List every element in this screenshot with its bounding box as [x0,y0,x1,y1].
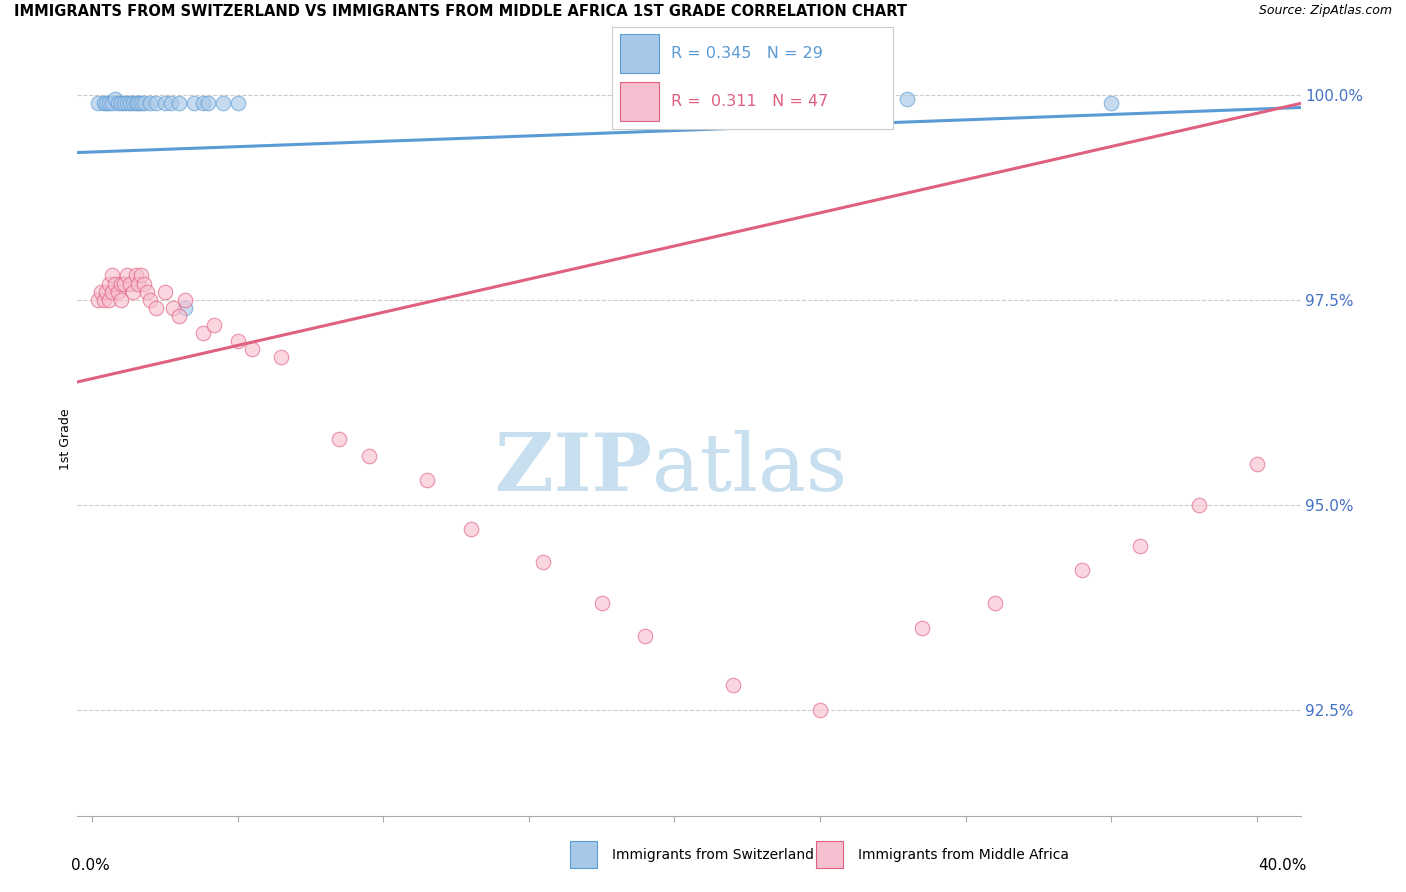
Point [128,277,150,291]
Text: Immigrants from Switzerland: Immigrants from Switzerland [612,847,814,862]
Point [1246,457,1268,471]
Point [226,96,249,111]
Point [131,96,153,111]
Text: Immigrants from Middle Africa: Immigrants from Middle Africa [858,847,1069,862]
Point [124,96,146,111]
Text: 40.0%: 40.0% [1258,857,1306,872]
Point [96,285,118,299]
Point [93,293,115,307]
Point [1071,563,1094,577]
Point [128,96,150,111]
Point [112,96,135,111]
Text: ZIP: ZIP [495,431,652,508]
Point [101,96,124,111]
Point [416,473,439,487]
Point [87,293,110,307]
Point [131,268,153,283]
Point [107,285,129,299]
Point [153,96,176,111]
Point [118,277,141,291]
Point [87,96,110,111]
Text: IMMIGRANTS FROM SWITZERLAND VS IMMIGRANTS FROM MIDDLE AFRICA 1ST GRADE CORRELATI: IMMIGRANTS FROM SWITZERLAND VS IMMIGRANT… [14,4,907,20]
Point [721,678,744,692]
Point [328,433,350,447]
Point [911,621,934,635]
Point [136,285,159,299]
Point [531,555,554,569]
Point [174,293,197,307]
Point [202,318,225,332]
Point [634,629,657,643]
Point [1188,498,1211,512]
Point [153,285,176,299]
Point [107,96,129,111]
Point [226,334,249,348]
Point [896,92,918,106]
Text: atlas: atlas [652,431,848,508]
Point [191,326,214,340]
Bar [620,82,659,121]
Point [145,301,167,316]
Point [101,268,124,283]
Point [169,310,191,324]
Bar [620,34,659,73]
Text: □: □ [820,845,839,864]
Text: R = 0.345   N = 29: R = 0.345 N = 29 [671,45,823,61]
Point [93,96,115,111]
Point [110,277,132,291]
Point [98,96,121,111]
Point [183,96,205,111]
Point [115,268,138,283]
Y-axis label: 1st Grade: 1st Grade [59,409,72,470]
Point [174,301,197,316]
Point [134,277,156,291]
Point [98,293,121,307]
Point [98,277,121,291]
Point [121,285,143,299]
Point [808,703,831,717]
Point [212,96,235,111]
Point [357,449,380,463]
Point [270,351,292,365]
Point [139,293,162,307]
Text: 0.0%: 0.0% [72,857,110,872]
Point [118,96,141,111]
Point [96,96,118,111]
Point [112,277,135,291]
Point [104,277,127,291]
Point [134,96,156,111]
Point [1099,96,1122,111]
Point [191,96,214,111]
Text: R =  0.311   N = 47: R = 0.311 N = 47 [671,95,828,109]
Point [124,268,146,283]
Point [591,596,613,610]
Point [145,96,167,111]
Point [121,96,143,111]
Point [1129,539,1152,553]
Point [115,96,138,111]
Point [110,293,132,307]
Point [104,92,127,106]
Point [90,285,112,299]
Point [240,342,263,356]
Text: □: □ [574,845,593,864]
Point [197,96,219,111]
Point [139,96,162,111]
Point [162,301,184,316]
Text: Source: ZipAtlas.com: Source: ZipAtlas.com [1258,4,1392,18]
Point [159,96,181,111]
Point [984,596,1007,610]
Point [110,96,132,111]
Point [101,285,124,299]
Point [460,523,482,537]
Point [169,96,191,111]
